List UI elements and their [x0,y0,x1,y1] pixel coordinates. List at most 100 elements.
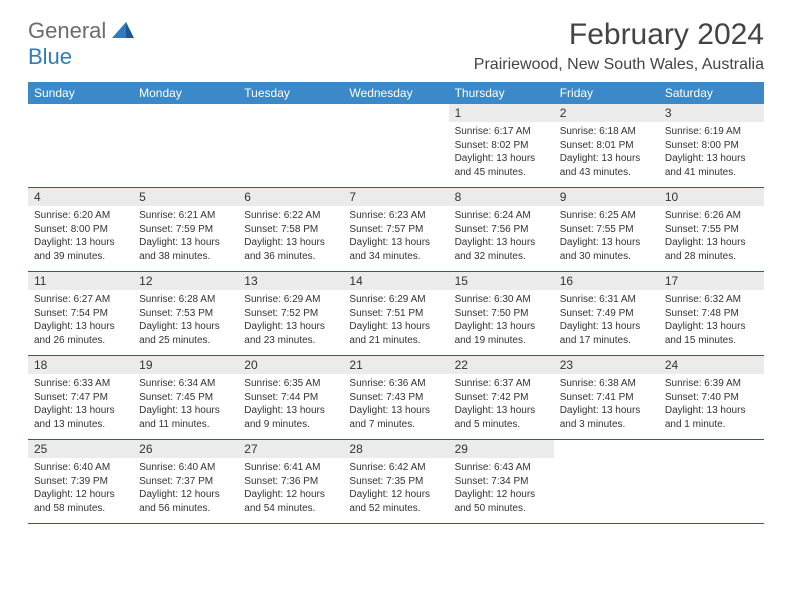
day-number-bar: 3 [659,104,764,122]
day-cell: 22 Sunrise: 6:37 AMSunset: 7:42 PMDayligh… [449,356,554,439]
day-detail: Sunrise: 6:19 AMSunset: 8:00 PMDaylight:… [665,125,758,179]
day-number: 20 [244,358,337,372]
empty-cell [659,440,764,523]
empty-cell [238,104,343,187]
day-number-bar: 22 [449,356,554,374]
day-detail: Sunrise: 6:39 AMSunset: 7:40 PMDaylight:… [665,377,758,431]
day-number-bar: 26 [133,440,238,458]
day-cell: 29Sunrise: 6:43 AMSunset: 7:34 PMDayligh… [449,440,554,523]
day-number-bar: 4 [28,188,133,206]
weekday-header: Wednesday [343,82,448,104]
day-detail: Sunrise: 6:25 AMSunset: 7:55 PMDaylight:… [560,209,653,263]
brand-triangle-icon [112,18,134,44]
weekday-header: Saturday [659,82,764,104]
day-detail: Sunrise: 6:32 AMSunset: 7:48 PMDaylight:… [665,293,758,347]
weekday-header: Friday [554,82,659,104]
day-cell: 21 Sunrise: 6:36 AMSunset: 7:43 PMDayligh… [343,356,448,439]
day-cell: 10Sunrise: 6:26 AMSunset: 7:55 PMDayligh… [659,188,764,271]
week-row: 1Sunrise: 6:17 AMSunset: 8:02 PMDaylight… [28,104,764,188]
day-number: 6 [244,190,337,204]
day-number: 25 [34,442,127,456]
day-number-bar: 27 [238,440,343,458]
day-detail: Sunrise: 6:28 AMSunset: 7:53 PMDaylight:… [139,293,232,347]
day-cell: 28 Sunrise: 6:42 AMSunset: 7:35 PMDayligh… [343,440,448,523]
day-detail: Sunrise: 6:29 AMSunset: 7:52 PMDaylight:… [244,293,337,347]
empty-cell [28,104,133,187]
day-detail: Sunrise: 6:23 AMSunset: 7:57 PMDaylight:… [349,209,442,263]
day-cell: 27 Sunrise: 6:41 AMSunset: 7:36 PMDayligh… [238,440,343,523]
day-detail: Sunrise: 6:24 AMSunset: 7:56 PMDaylight:… [455,209,548,263]
day-cell: 6Sunrise: 6:22 AMSunset: 7:58 PMDaylight… [238,188,343,271]
day-number: 9 [560,190,653,204]
day-number: 17 [665,274,758,288]
day-number-bar: 5 [133,188,238,206]
day-detail: Sunrise: 6:29 AMSunset: 7:51 PMDaylight:… [349,293,442,347]
empty-cell [554,440,659,523]
day-cell: 12 Sunrise: 6:28 AMSunset: 7:53 PMDayligh… [133,272,238,355]
day-detail: Sunrise: 6:40 AMSunset: 7:39 PMDaylight:… [34,461,127,515]
day-detail: Sunrise: 6:34 AMSunset: 7:45 PMDaylight:… [139,377,232,431]
day-cell: 2Sunrise: 6:18 AMSunset: 8:01 PMDaylight… [554,104,659,187]
day-detail: Sunrise: 6:43 AMSunset: 7:34 PMDaylight:… [455,461,548,515]
day-cell: 24 Sunrise: 6:39 AMSunset: 7:40 PMDayligh… [659,356,764,439]
brand-part2: Blue [28,44,72,70]
day-number: 8 [455,190,548,204]
day-number: 12 [139,274,232,288]
day-cell: 4 Sunrise: 6:20 AMSunset: 8:00 PMDaylight… [28,188,133,271]
week-row: 11 Sunrise: 6:27 AMSunset: 7:54 PMDayligh… [28,272,764,356]
day-number: 22 [455,358,548,372]
day-detail: Sunrise: 6:42 AMSunset: 7:35 PMDaylight:… [349,461,442,515]
day-detail: Sunrise: 6:41 AMSunset: 7:36 PMDaylight:… [244,461,337,515]
day-number-bar: 11 [28,272,133,290]
empty-cell [343,104,448,187]
weekday-header: Monday [133,82,238,104]
day-cell: 25 Sunrise: 6:40 AMSunset: 7:39 PMDayligh… [28,440,133,523]
day-number-bar: 13 [238,272,343,290]
header: General February 2024 Prairiewood, New S… [28,18,764,74]
week-row: 18Sunrise: 6:33 AMSunset: 7:47 PMDayligh… [28,356,764,440]
brand-part1: General [28,18,106,44]
day-cell: 11 Sunrise: 6:27 AMSunset: 7:54 PMDayligh… [28,272,133,355]
day-number: 27 [244,442,337,456]
day-cell: 7 Sunrise: 6:23 AMSunset: 7:57 PMDaylight… [343,188,448,271]
day-number: 13 [244,274,337,288]
day-number-bar: 20 [238,356,343,374]
week-row: 25 Sunrise: 6:40 AMSunset: 7:39 PMDayligh… [28,440,764,524]
day-detail: Sunrise: 6:20 AMSunset: 8:00 PMDaylight:… [34,209,127,263]
day-number: 21 [349,358,442,372]
day-number-bar: 12 [133,272,238,290]
day-number-bar: 17 [659,272,764,290]
day-number-bar: 24 [659,356,764,374]
day-number: 5 [139,190,232,204]
day-cell: 14 Sunrise: 6:29 AMSunset: 7:51 PMDayligh… [343,272,448,355]
day-number-bar: 19 [133,356,238,374]
day-number-bar: 28 [343,440,448,458]
day-number-bar: 7 [343,188,448,206]
weekday-header: Thursday [449,82,554,104]
day-cell: 13 Sunrise: 6:29 AMSunset: 7:52 PMDayligh… [238,272,343,355]
empty-cell [133,104,238,187]
day-detail: Sunrise: 6:30 AMSunset: 7:50 PMDaylight:… [455,293,548,347]
weeks-container: 1Sunrise: 6:17 AMSunset: 8:02 PMDaylight… [28,104,764,524]
day-number-bar: 21 [343,356,448,374]
day-detail: Sunrise: 6:36 AMSunset: 7:43 PMDaylight:… [349,377,442,431]
day-number-bar: 9 [554,188,659,206]
day-cell: 8 Sunrise: 6:24 AMSunset: 7:56 PMDaylight… [449,188,554,271]
day-number: 19 [139,358,232,372]
calendar: SundayMondayTuesdayWednesdayThursdayFrid… [28,82,764,524]
day-detail: Sunrise: 6:37 AMSunset: 7:42 PMDaylight:… [455,377,548,431]
day-number: 4 [34,190,127,204]
day-cell: 23Sunrise: 6:38 AMSunset: 7:41 PMDayligh… [554,356,659,439]
day-number-bar: 14 [343,272,448,290]
day-detail: Sunrise: 6:27 AMSunset: 7:54 PMDaylight:… [34,293,127,347]
day-number: 11 [34,274,127,288]
day-cell: 26Sunrise: 6:40 AMSunset: 7:37 PMDayligh… [133,440,238,523]
day-number-bar: 16 [554,272,659,290]
day-cell: 15 Sunrise: 6:30 AMSunset: 7:50 PMDayligh… [449,272,554,355]
day-number: 26 [139,442,232,456]
day-number: 15 [455,274,548,288]
day-cell: 19 Sunrise: 6:34 AMSunset: 7:45 PMDayligh… [133,356,238,439]
day-cell: 9 Sunrise: 6:25 AMSunset: 7:55 PMDaylight… [554,188,659,271]
day-number: 18 [34,358,127,372]
day-number-bar: 8 [449,188,554,206]
